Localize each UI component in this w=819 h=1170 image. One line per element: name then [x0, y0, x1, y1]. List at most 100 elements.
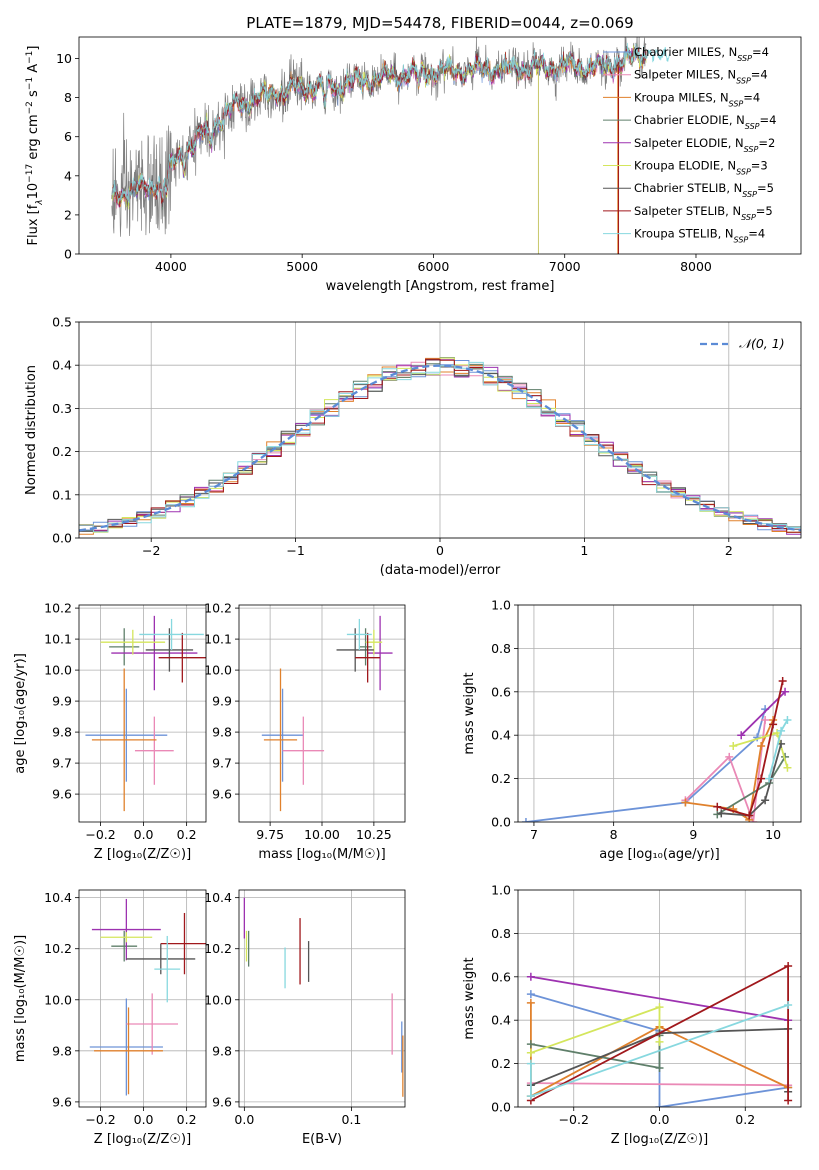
weight-marker	[769, 720, 778, 729]
y-tick-label: 10.4	[44, 890, 72, 905]
x-tick-label: 0.0	[134, 1112, 154, 1127]
x-tick-label: 0	[436, 543, 444, 558]
plot-area-weight-vs-Z	[526, 961, 793, 1107]
y-tick-label: 0.4	[491, 1013, 511, 1028]
weight-series-0	[525, 708, 766, 822]
figure-title: PLATE=1879, MJD=54478, FIBERID=0044, z=0…	[246, 14, 633, 32]
y-tick-label: 9.8	[212, 725, 232, 740]
legend-label-sub: SSP	[742, 190, 757, 199]
weight-marker	[729, 742, 738, 751]
y-tick-label: 9.6	[52, 787, 72, 802]
weight-marker	[761, 796, 770, 805]
legend-label: Kroupa STELIB, NSSP=4	[634, 227, 765, 245]
weight-marker	[757, 742, 766, 751]
axes-frame	[78, 604, 207, 823]
x-axis-label: Z [log₁₀(Z/Z☉)]	[94, 1132, 191, 1147]
y-tick-label: 0.2	[491, 771, 511, 786]
weight-marker	[526, 1092, 535, 1101]
legend-label: Kroupa ELODIE, NSSP=3	[634, 159, 768, 177]
x-tick-label: 0.2	[177, 1112, 197, 1127]
axes-frame	[238, 889, 406, 1108]
axes-frame	[78, 321, 802, 539]
legend-label-name: Salpeter MILES, N	[634, 68, 736, 82]
legend-label: Salpeter STELIB, NSSP=5	[634, 204, 773, 222]
y-tick-label: 0.6	[491, 684, 511, 699]
y-tick-label: 0.0	[491, 1100, 511, 1115]
x-tick-label: 1	[580, 543, 588, 558]
y-tick-label: 1.0	[491, 598, 511, 613]
y-tick-label: 0.4	[52, 358, 72, 373]
y-tick-label: 0.1	[52, 487, 72, 502]
weight-marker	[526, 1048, 535, 1057]
plot-area-weight-vs-age	[521, 676, 792, 822]
x-tick-label: −0.2	[559, 1112, 589, 1127]
y-tick-label: 1.0	[491, 883, 511, 898]
legend-label: Chabrier ELODIE, NSSP=4	[634, 113, 776, 131]
x-tick-label: 0.0	[234, 1112, 254, 1127]
x-axis-label: Z [log₁₀(Z/Z☉)]	[611, 1132, 708, 1147]
legend-label-n: =4	[751, 68, 768, 82]
y-axis-label: mass weight	[462, 672, 477, 754]
x-tick-label: −2	[142, 543, 160, 558]
y-tick-label: 10.0	[204, 992, 232, 1007]
y-tick-label: 10.0	[44, 663, 72, 678]
y-tick-label: 0.0	[52, 531, 72, 546]
axes-frame	[78, 889, 207, 1108]
legend-label-name: Kroupa MILES, N	[634, 90, 729, 104]
weight-series-4	[740, 691, 786, 736]
y-tick-label: 9.8	[52, 725, 72, 740]
y-tick-label: 9.8	[212, 1043, 232, 1058]
weight-marker	[757, 774, 766, 783]
weight-marker	[655, 1037, 664, 1046]
y-axis-label: mass [log₁₀(M/M☉)]	[13, 935, 28, 1062]
axes-frame	[238, 604, 406, 823]
weight-series-6	[721, 743, 782, 817]
legend-label-n: =3	[751, 159, 768, 173]
y-tick-label: 10.2	[204, 941, 232, 956]
y-tick-label: 0.2	[491, 1056, 511, 1071]
y-axis-label-part: ]	[26, 46, 41, 51]
x-tick-label: 10	[765, 827, 781, 842]
weight-marker	[781, 687, 790, 696]
weight-marker	[526, 972, 535, 981]
y-tick-label: 10.2	[204, 601, 232, 616]
y-tick-label: 10.1	[204, 632, 232, 647]
x-tick-label: 9.75	[256, 827, 284, 842]
axes-frame	[78, 36, 802, 255]
weight-marker	[777, 726, 786, 735]
plot-area-age-vs-Z	[85, 615, 206, 812]
y-axis-label: Flux [fλ10−17 erg cm−2 s−1 A−1]	[25, 46, 45, 246]
legend-label-n: =4	[743, 90, 760, 104]
x-tick-label: −1	[286, 543, 304, 558]
weight-marker	[725, 752, 734, 761]
x-tick-label: 10.00	[304, 827, 340, 842]
model-spectrum-tail	[645, 46, 671, 63]
y-tick-label: 0.8	[491, 641, 511, 656]
legend-label: Salpeter MILES, NSSP=4	[634, 68, 768, 86]
legend-label-n: =5	[757, 181, 774, 195]
weight-marker	[526, 990, 535, 999]
x-tick-label: 9	[689, 827, 697, 842]
weight-marker	[783, 763, 792, 772]
legend-label-sub: SSP	[744, 144, 759, 153]
y-tick-label: 0.5	[52, 315, 72, 330]
y-axis-label-part: −17	[25, 164, 35, 183]
normal-reference-curve	[79, 364, 801, 532]
weight-series-1	[530, 1082, 789, 1087]
y-tick-label: 9.9	[212, 694, 232, 709]
x-tick-label: 5000	[286, 259, 318, 274]
y-axis-label: Normed distribution	[24, 365, 39, 495]
legend-label-sub: SSP	[736, 167, 751, 176]
y-tick-label: 9.7	[212, 756, 232, 771]
x-tick-label: −0.2	[85, 827, 115, 842]
weight-marker	[761, 716, 770, 725]
y-tick-label: 0.0	[491, 815, 511, 830]
y-tick-label: 8	[64, 90, 72, 105]
y-tick-label: 10.0	[204, 663, 232, 678]
x-axis-label: wavelength [Angstrom, rest frame]	[326, 279, 555, 294]
weight-marker	[526, 998, 535, 1007]
legend-label-name: Salpeter STELIB, N	[634, 204, 741, 218]
y-axis-label-part: s	[26, 90, 41, 101]
legend-label-n: =4	[760, 113, 777, 127]
